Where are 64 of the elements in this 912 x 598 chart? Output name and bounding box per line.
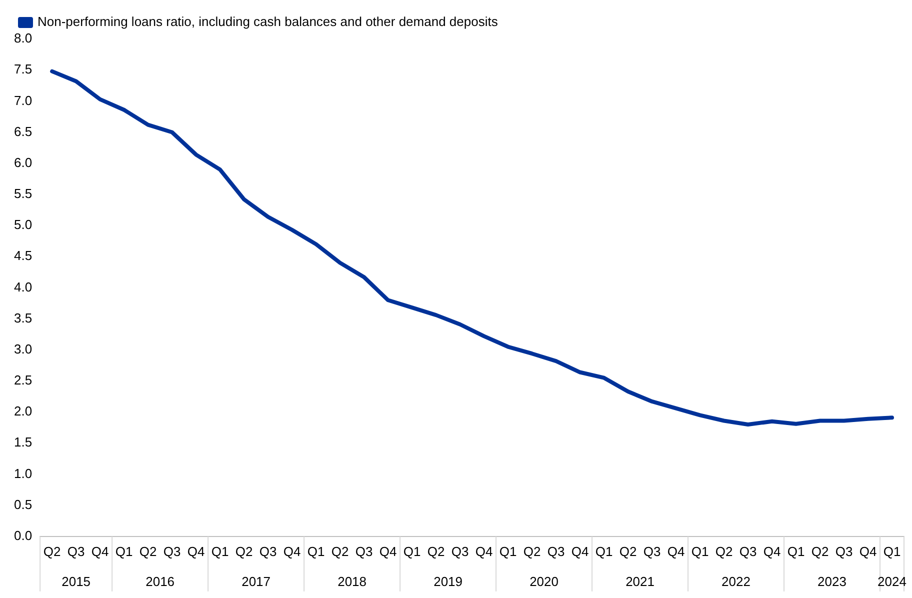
x-tick-label: Q1 [595, 544, 613, 559]
text: 2016 [146, 574, 175, 589]
y-tick-label: 2.5 [14, 372, 32, 388]
y-tick-label: 5.0 [14, 217, 32, 232]
text: 2022 [722, 574, 750, 589]
x-tick-label: Q2 [811, 544, 829, 559]
x-tick-label: Q3 [739, 544, 757, 559]
x-tick-label: Q2 [139, 544, 157, 559]
x-tick-label: Q2 [523, 544, 541, 559]
x-tick-label: Q3 [355, 544, 373, 559]
y-tick-label: 3.0 [14, 341, 32, 356]
text: 2015 [62, 574, 91, 589]
x-tick-label: Q2 [331, 544, 349, 559]
x-tick-label: Q4 [763, 544, 781, 559]
y-tick-label: 8.0 [14, 30, 32, 46]
text: 2023 [818, 574, 846, 589]
y-tick-label: 6.0 [14, 154, 32, 170]
x-tick-label: Q1 [115, 544, 133, 559]
y-tick-label: 0.0 [14, 528, 32, 543]
text: 2024 [878, 574, 906, 589]
x-tick-label: Q2 [235, 544, 253, 559]
y-tick-label: 7.5 [14, 62, 32, 77]
x-tick-label: Q2 [715, 544, 733, 559]
x-tick-label: Q1 [691, 544, 709, 559]
x-tick-label: Q2 [43, 544, 61, 559]
y-tick-label: 7.0 [14, 92, 32, 108]
x-tick-label: Q4 [859, 544, 877, 559]
x-tick-label: Q4 [571, 544, 589, 559]
x-tick-label: Q4 [379, 544, 397, 559]
text: 2021 [626, 574, 654, 589]
x-tick-label: Q4 [187, 544, 205, 559]
y-tick-label: 1.0 [14, 466, 32, 481]
y-tick-label: 6.5 [14, 124, 32, 139]
y-tick-label: 2.0 [14, 404, 32, 419]
x-tick-label: Q3 [835, 544, 853, 559]
x-tick-label: Q1 [403, 544, 421, 559]
text: 2018 [338, 574, 367, 589]
x-tick-label: Q3 [451, 544, 469, 559]
text: 2020 [530, 574, 558, 589]
y-tick-label: 5.5 [14, 186, 32, 202]
x-tick-label: Q1 [787, 544, 805, 559]
x-tick-label: Q2 [427, 544, 445, 559]
x-tick-label: Q3 [547, 544, 565, 559]
x-tick-label: Q3 [259, 544, 277, 559]
legend-label: Non-performing loans ratio, including cash balances and other demand deposits [38, 14, 498, 30]
x-tick-label: Q1 [211, 544, 229, 559]
x-tick-label: Q4 [283, 544, 301, 559]
y-tick-label: 4.5 [14, 248, 32, 264]
x-tick-label: Q3 [163, 544, 181, 559]
x-tick-label: Q1 [499, 544, 517, 559]
x-tick-label: Q3 [643, 544, 661, 559]
y-tick-label: 3.5 [14, 310, 32, 326]
x-tick-label: Q1 [883, 544, 901, 559]
x-tick-label: Q3 [67, 544, 85, 559]
y-tick-label: 1.5 [14, 434, 32, 450]
x-tick-label: Q4 [91, 544, 109, 559]
x-tick-label: Q1 [307, 544, 325, 559]
y-tick-label: 4.0 [14, 279, 32, 294]
text: 2019 [434, 574, 462, 589]
x-tick-label: Q4 [475, 544, 493, 559]
y-tick-label: 0.5 [14, 496, 32, 512]
x-tick-label: Q4 [667, 544, 685, 559]
x-tick-label: Q2 [619, 544, 637, 559]
text: 2017 [242, 574, 271, 589]
